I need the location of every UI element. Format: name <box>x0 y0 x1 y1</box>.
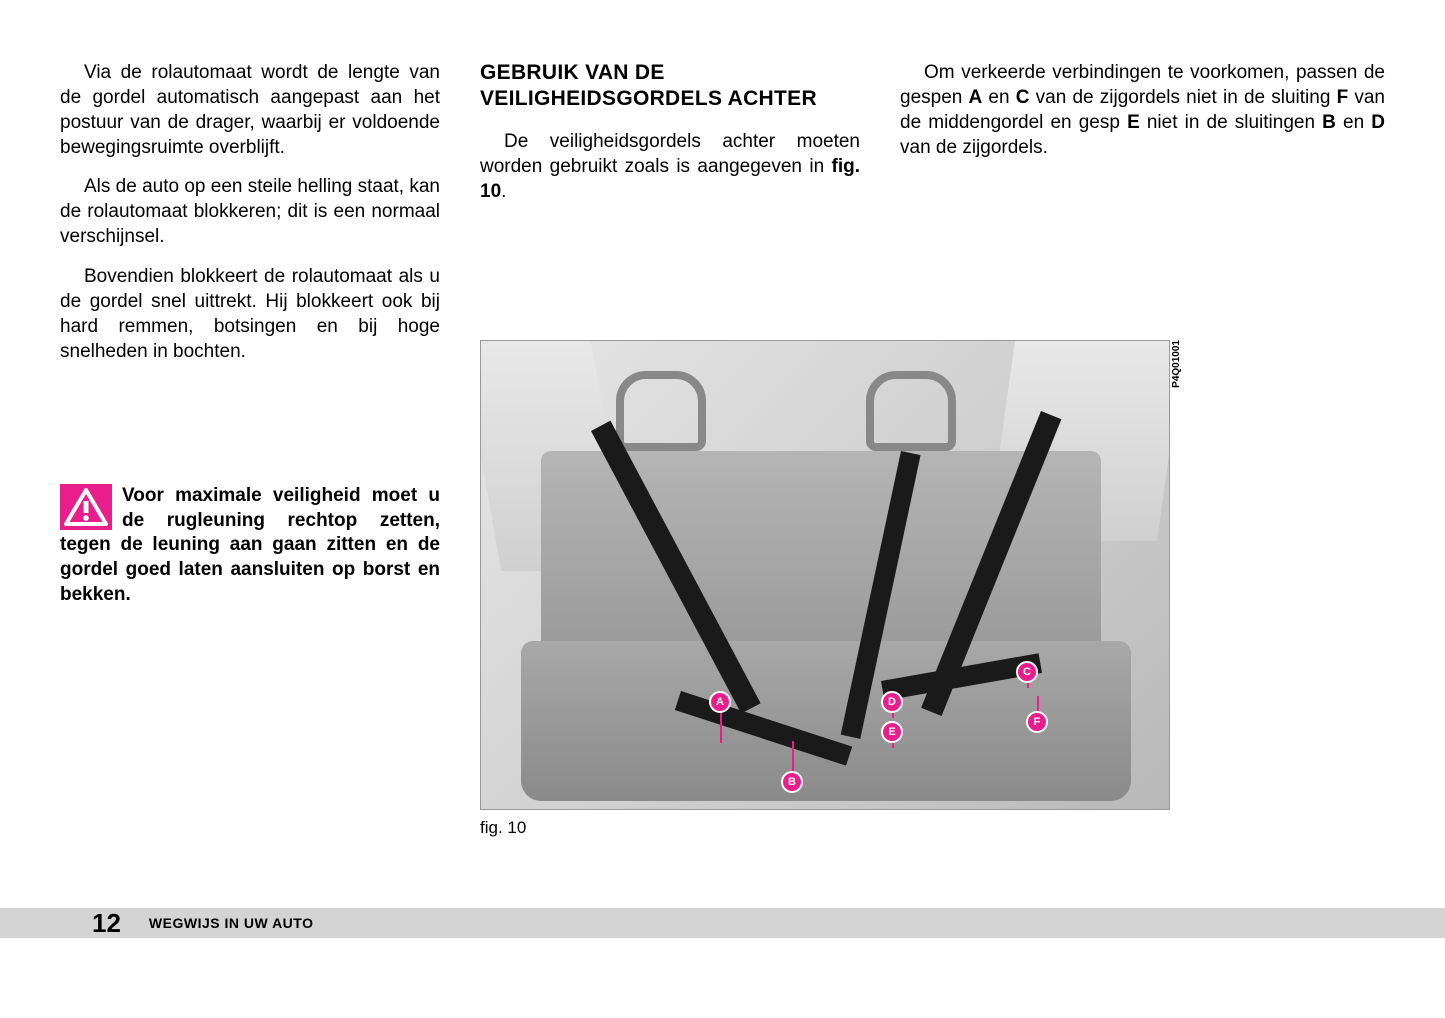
marker-F: F <box>1026 711 1048 733</box>
marker-D: D <box>881 691 903 713</box>
page-number: 12 <box>92 908 121 939</box>
column-left: Via de rolautomaat wordt de lengte van d… <box>60 60 440 607</box>
figure-10-container: P4Q01001 A B C D E F fig. 10 <box>480 340 1170 838</box>
figure-10-image: A B C D E F <box>480 340 1170 810</box>
section-heading: GEBRUIK VAN DE VEILIGHEIDSGORDELS ACHTER <box>480 60 860 113</box>
marker-B: B <box>781 771 803 793</box>
left-paragraph-1: Via de rolautomaat wordt de lengte van d… <box>60 60 440 160</box>
footer-bar: 12 WEGWIJS IN UW AUTO <box>0 908 1445 938</box>
warning-text: Voor maximale veiligheid moet u de rugle… <box>60 484 440 607</box>
rp-1: A <box>969 87 983 108</box>
marker-C: C <box>1016 661 1038 683</box>
marker-E: E <box>881 721 903 743</box>
rp-9: B <box>1322 112 1336 133</box>
rp-5: F <box>1337 87 1349 108</box>
rp-12: van de zijgordels. <box>900 137 1048 158</box>
warning-triangle-icon <box>60 484 112 530</box>
rp-7: E <box>1127 112 1140 133</box>
marker-A: A <box>709 691 731 713</box>
left-paragraph-3: Bovendien blokkeert de rolautomaat als u… <box>60 264 440 364</box>
warning-box: Voor maximale veiligheid moet u de rugle… <box>60 484 440 607</box>
footer-section-title: WEGWIJS IN UW AUTO <box>149 915 314 931</box>
figure-side-label: P4Q01001 <box>1171 340 1182 388</box>
left-paragraph-2: Als de auto op een steile helling staat,… <box>60 174 440 249</box>
rp-4: van de zijgordels niet in de sluiting <box>1029 87 1336 108</box>
rp-10: en <box>1336 112 1371 133</box>
figure-caption: fig. 10 <box>480 818 1170 838</box>
headrest-left <box>616 371 706 451</box>
mid-paragraph-1: De veiligheidsgordels achter moeten word… <box>480 129 860 204</box>
rp-3: C <box>1016 87 1030 108</box>
rp-2: en <box>982 87 1015 108</box>
right-paragraph-1: Om verkeerde verbindingen te voorkomen, … <box>900 60 1385 160</box>
headrest-right <box>866 371 956 451</box>
mid-p1-before: De veiligheidsgordels achter moeten word… <box>480 131 860 177</box>
rp-11: D <box>1371 112 1385 133</box>
mid-p1-after: . <box>501 181 506 202</box>
rp-8: niet in de sluitingen <box>1140 112 1322 133</box>
